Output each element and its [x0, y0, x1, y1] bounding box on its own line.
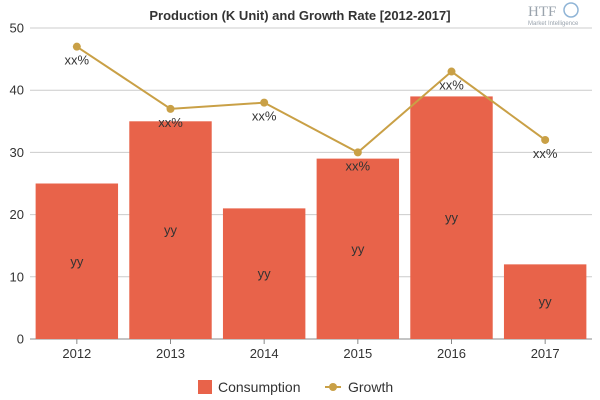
logo: HTF Market Intelligence	[528, 2, 579, 27]
bar-data-label: yy	[70, 254, 84, 269]
growth-data-label: xx%	[439, 78, 464, 93]
x-tick-label: 2017	[531, 346, 560, 361]
legend-marker-growth	[329, 383, 337, 391]
bar	[410, 96, 493, 339]
x-tick-label: 2015	[343, 346, 372, 361]
line-series: xx% xx% xx% xx% xx% xx%	[65, 42, 558, 173]
y-tick-label: 50	[10, 21, 24, 36]
y-tick-label: 10	[10, 269, 24, 284]
bar-data-label: yy	[351, 241, 365, 256]
growth-point	[166, 104, 175, 113]
bar-series	[35, 96, 587, 339]
growth-point	[353, 148, 362, 157]
growth-data-label: xx%	[533, 146, 558, 161]
globe-icon	[563, 2, 579, 18]
y-tick-label: 40	[10, 83, 24, 98]
x-tick-label: 2012	[62, 346, 91, 361]
logo-text: HTF	[528, 4, 556, 20]
growth-data-label: xx%	[346, 158, 371, 173]
bar	[316, 158, 400, 339]
bar	[129, 121, 212, 339]
growth-line	[76, 45, 546, 154]
legend: Consumption Growth	[198, 379, 393, 395]
legend-label-growth: Growth	[348, 379, 393, 395]
growth-point	[260, 98, 269, 107]
y-tick-label: 20	[10, 207, 24, 222]
growth-point	[72, 42, 81, 51]
growth-point	[447, 67, 456, 76]
growth-point	[541, 135, 550, 144]
growth-data-label: xx%	[65, 53, 90, 68]
bar	[35, 183, 119, 339]
chart-title: Production (K Unit) and Growth Rate [201…	[149, 8, 450, 23]
logo-subtext: Market Intelligence	[528, 21, 579, 27]
x-tick-label: 2014	[250, 346, 279, 361]
legend-swatch-consumption	[198, 380, 212, 394]
y-axis: 0 10 20 30 40 50	[10, 21, 24, 347]
growth-data-label: xx%	[158, 115, 183, 130]
y-tick-label: 30	[10, 145, 24, 160]
bar-data-label: yy	[258, 266, 272, 281]
x-tick-label: 2013	[156, 346, 185, 361]
bar-data-label: yy	[445, 210, 459, 225]
y-tick-label: 0	[17, 332, 24, 347]
bar-data-label: yy	[539, 294, 553, 309]
x-tick-label: 2016	[437, 346, 466, 361]
legend-label-consumption: Consumption	[218, 379, 301, 395]
bar	[503, 264, 587, 339]
bar-labels: yy yy yy yy yy yy	[70, 210, 552, 309]
gridlines	[30, 27, 592, 340]
x-axis: 2012 2013 2014 2015 2016 2017	[62, 339, 560, 361]
growth-data-label: xx%	[252, 109, 277, 124]
bar-data-label: yy	[164, 223, 178, 238]
bar	[222, 208, 306, 339]
